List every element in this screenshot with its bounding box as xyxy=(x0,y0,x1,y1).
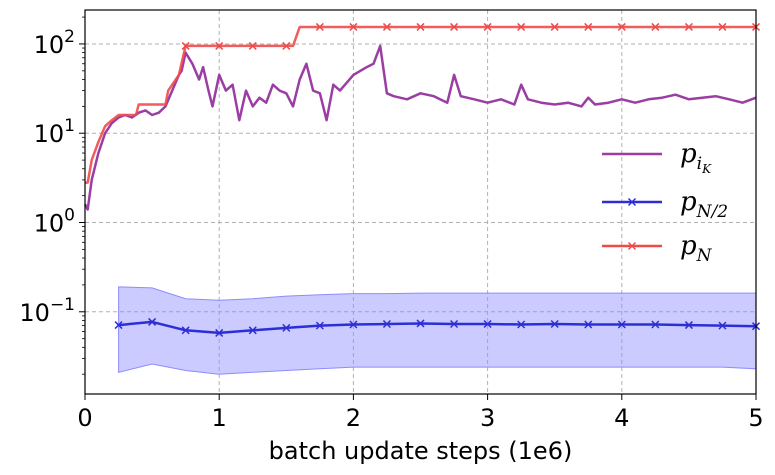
series-line xyxy=(118,320,757,335)
x-marker xyxy=(684,22,693,31)
x-marker xyxy=(651,320,660,329)
x-marker xyxy=(349,22,358,31)
series-line xyxy=(83,44,757,211)
x-marker xyxy=(617,22,626,31)
x-marker xyxy=(248,41,257,50)
x-marker xyxy=(148,317,157,326)
x-tick-label: 4 xyxy=(614,404,629,432)
y-tick-label: 10−1 xyxy=(19,295,75,327)
x-marker xyxy=(627,197,637,207)
y-tick-label: 101 xyxy=(34,116,75,148)
series-lines xyxy=(83,25,757,335)
x-marker xyxy=(483,319,492,329)
series-markers xyxy=(114,22,761,337)
x-marker xyxy=(718,321,727,330)
x-marker xyxy=(617,320,626,329)
x-marker xyxy=(215,328,224,337)
x-marker xyxy=(718,22,727,31)
y-tick-label: 102 xyxy=(34,27,75,59)
x-marker xyxy=(382,22,391,31)
x-marker xyxy=(627,241,637,251)
x-marker xyxy=(584,320,593,329)
x-marker xyxy=(517,22,526,31)
x-marker xyxy=(584,22,593,31)
x-tick-label: 1 xyxy=(212,404,227,432)
x-marker xyxy=(550,319,559,329)
x-marker xyxy=(550,22,559,31)
legend-item: pN/2 xyxy=(602,187,728,222)
x-axis-ticks: 0 1 2 3 4 5 xyxy=(77,394,764,432)
legend-item: piK xyxy=(602,139,712,176)
y-axis-ticks: 10−1 100 101 102 xyxy=(19,16,85,375)
x-tick-label: 2 xyxy=(346,404,361,432)
x-marker xyxy=(181,41,190,50)
x-marker xyxy=(416,22,425,31)
legend-label: piK xyxy=(680,139,712,176)
x-tick-label: 0 xyxy=(77,404,92,432)
x-marker xyxy=(181,326,190,335)
x-marker xyxy=(416,319,425,328)
plot-area-frame xyxy=(84,9,757,395)
x-marker xyxy=(517,320,526,329)
x-marker xyxy=(651,22,660,31)
x-marker xyxy=(215,41,224,50)
series-line xyxy=(85,25,756,184)
x-marker xyxy=(282,41,291,50)
x-marker xyxy=(248,326,257,335)
x-tick-label: 3 xyxy=(480,404,495,432)
x-marker xyxy=(349,320,358,329)
x-marker xyxy=(450,22,459,31)
legend-item: pN xyxy=(602,231,713,266)
x-marker xyxy=(114,321,123,330)
legend-label: pN xyxy=(680,231,713,266)
legend-label: pN/2 xyxy=(680,187,728,222)
confidence-band xyxy=(118,286,757,375)
x-marker xyxy=(483,22,492,31)
legend: piK pN/2 pN xyxy=(602,139,728,266)
y-tick-label: 100 xyxy=(34,206,75,238)
x-marker xyxy=(382,319,391,329)
x-marker xyxy=(315,321,324,330)
x-marker xyxy=(315,22,324,31)
x-axis-label: batch update steps (1e6) xyxy=(269,437,573,465)
x-tick-label: 5 xyxy=(748,404,763,432)
confidence-bands xyxy=(118,286,757,375)
x-marker xyxy=(282,323,291,332)
x-marker xyxy=(450,319,459,329)
x-marker xyxy=(684,321,693,330)
